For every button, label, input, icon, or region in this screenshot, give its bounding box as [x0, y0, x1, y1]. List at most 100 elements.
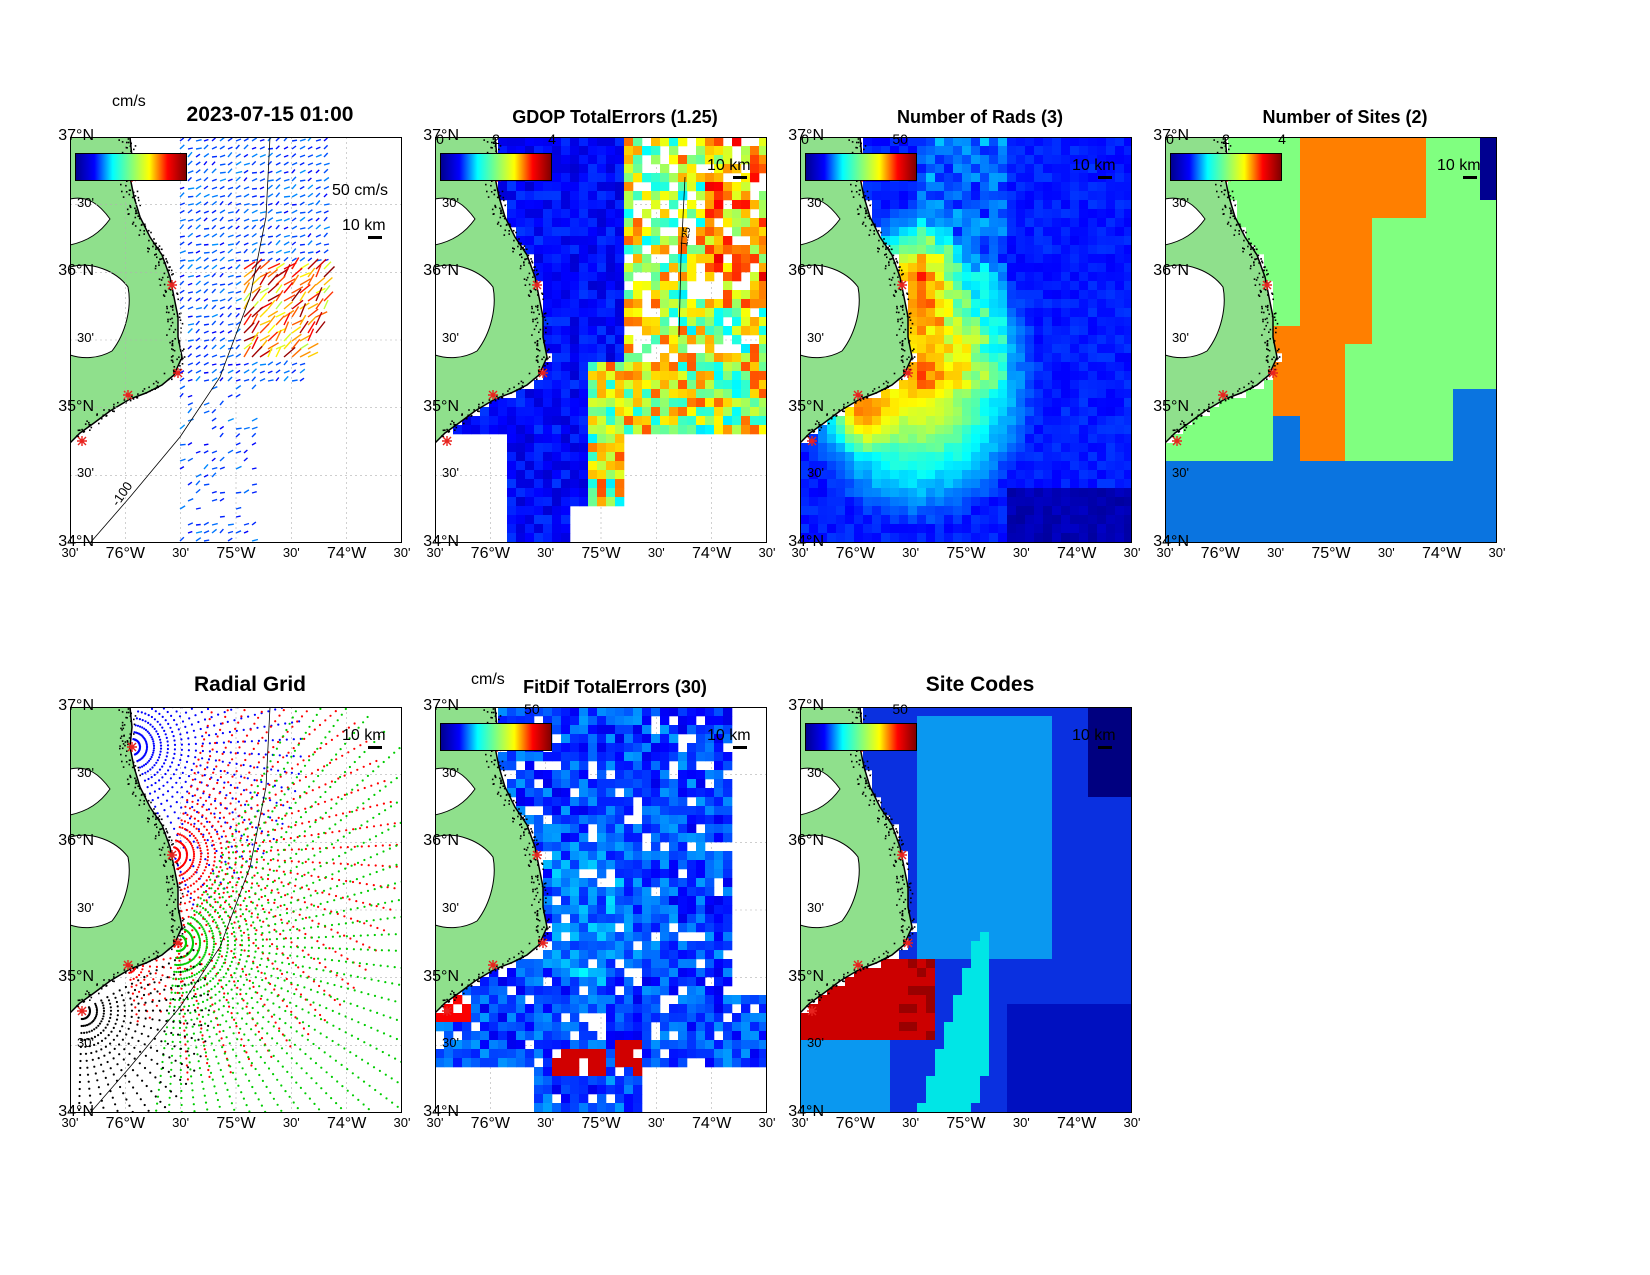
heat-cell: [836, 533, 846, 543]
heat-cell: [899, 416, 909, 426]
coast-detail: [548, 356, 551, 358]
heat-cell: [1282, 254, 1292, 264]
heat-cell: [944, 137, 954, 147]
coast-detail: [521, 256, 523, 259]
heat-cell: [1300, 443, 1310, 453]
heat-cell: [1453, 263, 1463, 273]
heat-cell: [606, 461, 616, 471]
current-arrow: [283, 178, 290, 182]
heat-cell: [633, 398, 643, 408]
current-arrow: [211, 490, 217, 494]
heat-cell: [1408, 155, 1418, 165]
current-arrow: [219, 266, 226, 270]
heat-cell: [678, 389, 688, 399]
heat-cell: [579, 317, 589, 327]
coast-detail: [864, 199, 866, 201]
coast-detail: [154, 388, 156, 390]
current-arrow: [187, 481, 193, 486]
heat-cell: [881, 200, 891, 210]
heat-cell: [696, 146, 706, 156]
heat-cell: [1282, 362, 1292, 372]
coast-detail: [868, 234, 871, 236]
heat-cell: [1318, 389, 1328, 399]
heat-cell: [962, 533, 972, 543]
heat-cell: [1034, 137, 1044, 147]
heat-cell: [615, 308, 625, 318]
site-star: [173, 368, 183, 378]
heat-cell: [944, 263, 954, 273]
heat-cell: [1016, 425, 1026, 435]
coast-detail: [173, 366, 176, 368]
current-arrow: [243, 378, 250, 382]
heat-cell: [980, 407, 990, 417]
heat-cell: [1318, 452, 1328, 462]
heat-cell: [1273, 344, 1283, 354]
heat-cell: [800, 470, 810, 480]
current-arrow: [315, 311, 328, 318]
heat-cell: [1273, 209, 1283, 219]
heat-cell: [606, 434, 616, 444]
heat-cell: [1462, 389, 1472, 399]
heat-cell: [588, 380, 598, 390]
coast-detail: [131, 196, 134, 199]
heat-cell: [1088, 164, 1098, 174]
coast-detail: [491, 141, 493, 144]
heat-cell: [624, 272, 634, 282]
heat-cell: [660, 290, 670, 300]
current-arrow: [291, 379, 298, 382]
current-arrow: [211, 137, 216, 142]
heat-cell: [1318, 254, 1328, 264]
coast-detail: [125, 402, 127, 404]
heat-cell: [1381, 218, 1391, 228]
current-arrow: [235, 307, 241, 310]
heat-cell: [1079, 461, 1089, 471]
current-arrow: [227, 186, 234, 190]
heat-cell: [1106, 182, 1116, 192]
heat-cell: [651, 137, 661, 147]
current-arrow: [179, 144, 185, 150]
heat-cell: [1043, 362, 1053, 372]
heat-cell: [1079, 533, 1089, 543]
coast-detail: [851, 151, 854, 154]
heat-cell: [1106, 344, 1116, 354]
heat-cell: [606, 335, 616, 345]
heat-cell: [1070, 452, 1080, 462]
heat-cell: [588, 137, 598, 147]
heat-cell: [980, 371, 990, 381]
heat-cell: [705, 335, 715, 345]
sound-water: [70, 264, 130, 359]
coast-detail: [142, 390, 144, 392]
coast-detail: [909, 319, 912, 321]
heat-cell: [1318, 371, 1328, 381]
heat-cell: [714, 236, 724, 246]
coast-detail: [519, 388, 521, 390]
heat-cell: [1061, 245, 1071, 255]
coast-detail: [885, 387, 888, 389]
heat-cell: [935, 236, 945, 246]
heat-cell: [890, 524, 900, 534]
heat-cell: [1471, 290, 1481, 300]
heat-cell: [534, 209, 544, 219]
site-marker: [538, 368, 548, 378]
heat-cell: [1097, 155, 1107, 165]
heat-cell: [1016, 218, 1026, 228]
heat-cell: [1106, 407, 1116, 417]
coast-detail: [486, 151, 489, 154]
coast-detail: [819, 424, 821, 426]
coast-detail: [860, 150, 862, 152]
heat-cell: [579, 137, 589, 147]
heat-cell: [1088, 272, 1098, 282]
heat-cell: [705, 362, 715, 372]
current-arrow: [219, 377, 224, 382]
heat-cell: [570, 452, 580, 462]
current-arrow: [203, 344, 208, 350]
heat-cell: [1435, 272, 1445, 282]
heat-cell: [588, 443, 598, 453]
heat-cell: [953, 389, 963, 399]
heat-cell: [1034, 326, 1044, 336]
heat-cell: [1417, 389, 1427, 399]
heat-cell: [552, 461, 562, 471]
heat-cell: [1462, 182, 1472, 192]
coast-detail: [547, 357, 549, 360]
heat-cell: [971, 515, 981, 525]
